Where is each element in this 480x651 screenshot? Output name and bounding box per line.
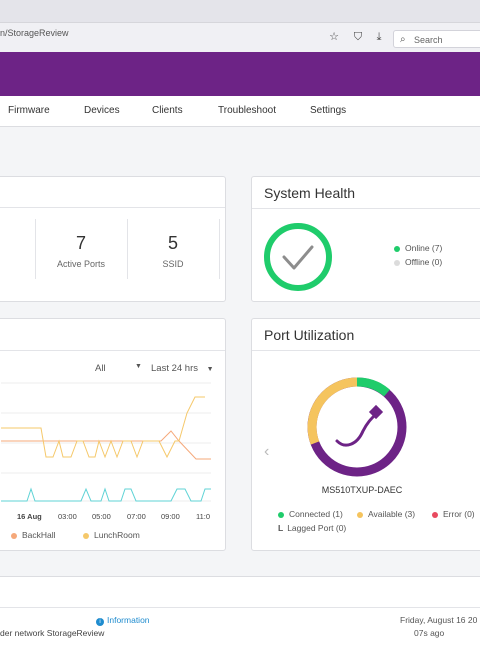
x-tick-0: 16 Aug: [17, 512, 42, 521]
error-legend: Error (0): [432, 509, 475, 519]
x-tick-2: 05:00: [92, 512, 111, 521]
offline-dot: [394, 259, 400, 266]
nav-item-devices[interactable]: Devices: [84, 105, 120, 116]
available-dot: [357, 511, 363, 518]
pocket-icon[interactable]: ⛉: [353, 31, 363, 43]
range-filter-select[interactable]: Last 24 hrs ▼: [151, 363, 214, 374]
notification-age: 07s ago: [414, 628, 445, 638]
chevron-left-icon[interactable]: ‹: [264, 443, 270, 460]
device-filter-value: All: [95, 363, 106, 374]
series-line-teal: [1, 487, 211, 502]
tab-strip: [0, 0, 480, 23]
check-icon: [282, 245, 314, 270]
info-badge: i Information: [96, 615, 150, 626]
online-legend: Online (7): [394, 243, 442, 253]
traffic-line-chart: [1, 382, 211, 502]
browser-toolbar: n/StorageReview ☆ ⛉ ⤓ ⌕ Search: [0, 0, 480, 53]
connected-legend: Connected (1): [278, 509, 343, 519]
system-health-title: System Health: [264, 185, 356, 201]
x-tick-3: 07:00: [127, 512, 146, 521]
notification-message: der network StorageReview: [0, 628, 105, 638]
download-icon[interactable]: ⤓: [376, 31, 382, 43]
ethernet-cable-icon: [335, 404, 384, 447]
device-name: MS510TXUP-DAEC: [321, 485, 403, 495]
offline-text: Offline (0): [405, 257, 443, 267]
stat-label-clipped: s: [0, 259, 41, 269]
nav-item-settings[interactable]: Settings: [310, 105, 347, 116]
search-icon: ⌕: [400, 34, 406, 45]
overview-card: s 7 Active Ports 5 SSID: [0, 176, 226, 302]
available-text: Available (3): [368, 509, 416, 519]
series-line-lunchroom: [1, 396, 205, 459]
search-input[interactable]: ⌕ Search: [393, 30, 480, 48]
traffic-card: All ▼ Last 24 hrs ▼ 16 Aug 03:00 05:00 0…: [0, 318, 226, 551]
legend-lunchroom[interactable]: LunchRoom: [83, 530, 140, 540]
online-text: Online (7): [405, 243, 443, 253]
offline-legend: Offline (0): [394, 257, 442, 267]
notification-date: Friday, August 16 20: [400, 615, 478, 625]
connected-text: Connected (1): [289, 509, 343, 519]
x-tick-4: 09:00: [161, 512, 180, 521]
nav-item-troubleshoot[interactable]: Troubleshoot: [218, 105, 276, 116]
chevron-down-icon: ▼: [206, 366, 214, 373]
health-check-ring: [264, 223, 332, 291]
bookmark-star-icon[interactable]: ☆: [329, 31, 339, 43]
notification-panel: i Information der network StorageReview F…: [0, 576, 480, 651]
ssid-value: 5: [167, 233, 178, 253]
error-text: Error (0): [443, 509, 475, 519]
lunchroom-dot: [83, 532, 89, 539]
active-ports-label: Active Ports: [56, 259, 105, 269]
legend-backhall-label: BackHall: [22, 530, 56, 540]
device-filter-select[interactable]: All ▼: [95, 363, 142, 374]
lagged-text: Lagged Port (0): [287, 523, 347, 533]
port-donut: [307, 377, 407, 477]
port-utilization-card: Port Utilization ‹ MS510TXUP-DAEC Connec…: [251, 318, 480, 551]
nav-item-firmware[interactable]: Firmware: [8, 105, 50, 116]
app-banner: [0, 52, 480, 96]
chevron-down-icon: ▼: [135, 363, 142, 370]
legend-backhall[interactable]: BackHall: [11, 530, 56, 540]
online-dot: [394, 245, 400, 252]
error-dot: [432, 511, 438, 518]
info-label: Information: [107, 615, 150, 625]
connected-dot: [278, 511, 284, 518]
x-tick-5: 11:0: [196, 512, 211, 521]
search-placeholder: Search: [414, 35, 443, 45]
system-health-card: System Health Online (7) Offline (0): [251, 176, 480, 302]
info-icon: i: [96, 618, 104, 626]
address-bar-url[interactable]: n/StorageReview: [0, 28, 69, 38]
ssid-label: SSID: [162, 259, 184, 269]
port-utilization-title: Port Utilization: [264, 327, 355, 343]
lagged-icon: L: [278, 523, 284, 533]
range-filter-value: Last 24 hrs: [151, 363, 198, 374]
legend-lunchroom-label: LunchRoom: [94, 530, 140, 540]
main-nav: Firmware Devices Clients Troubleshoot Se…: [0, 96, 480, 127]
backhall-dot: [11, 532, 17, 539]
x-tick-1: 03:00: [58, 512, 77, 521]
lagged-legend: L Lagged Port (0): [278, 523, 346, 533]
nav-item-clients[interactable]: Clients: [152, 105, 183, 116]
active-ports-value: 7: [75, 233, 86, 253]
available-legend: Available (3): [357, 509, 415, 519]
